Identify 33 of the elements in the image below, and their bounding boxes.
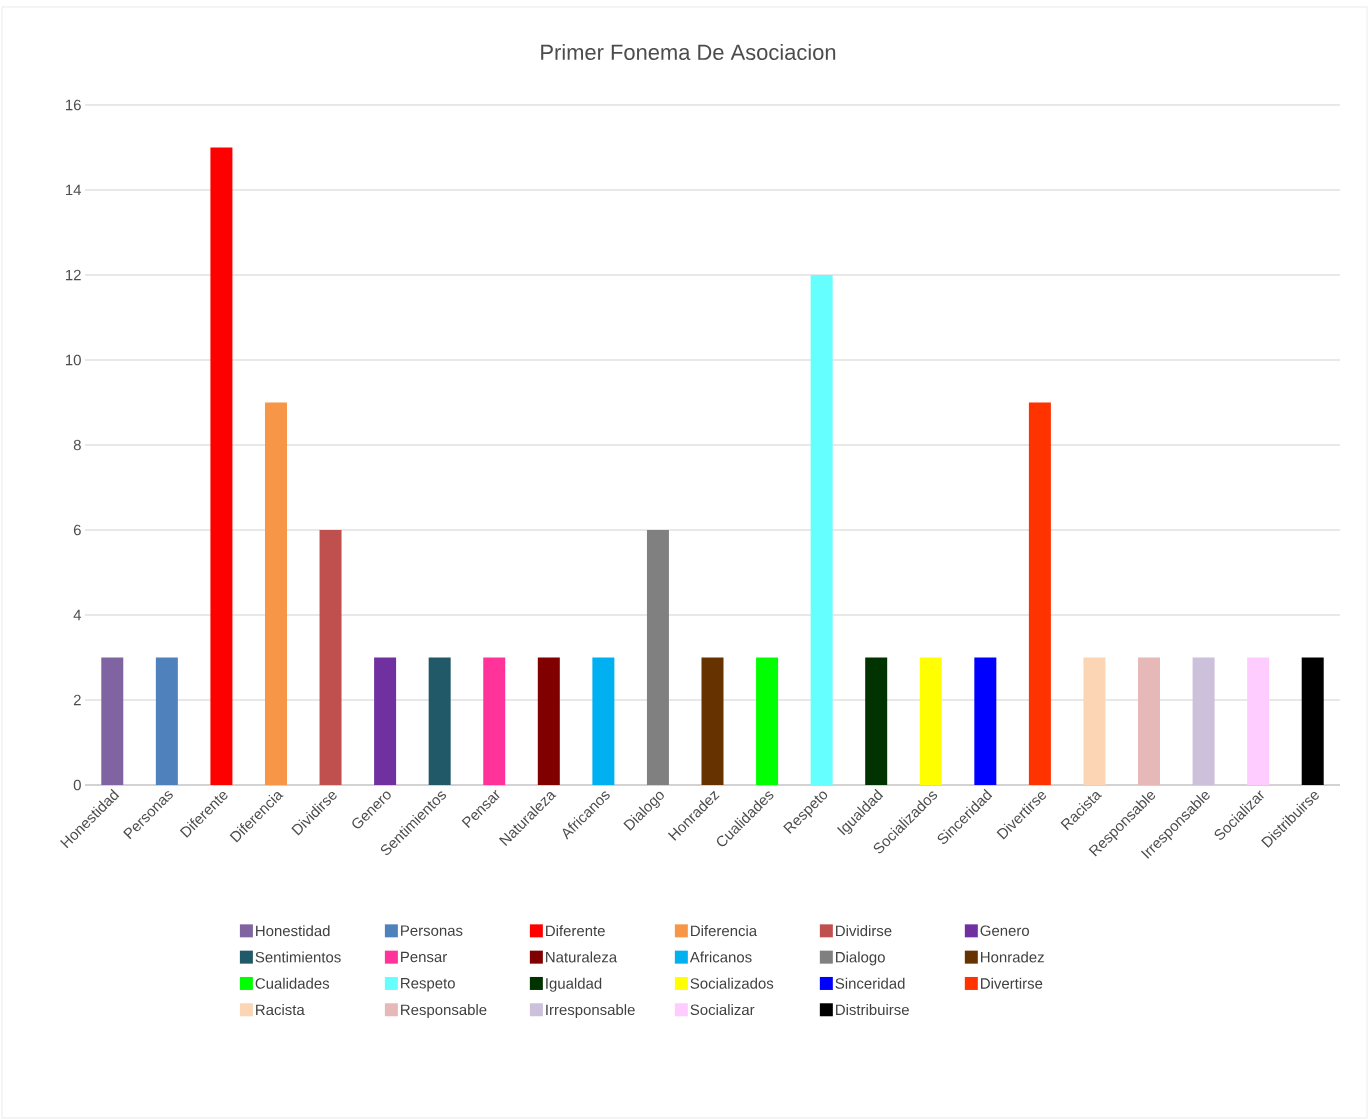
legend-label: Responsable xyxy=(401,1004,487,1019)
y-tick-label: 0 xyxy=(73,779,81,791)
legend-label: Diferente xyxy=(546,925,605,937)
legend-label: Dialogo xyxy=(836,951,885,966)
legend-label: Divertirse xyxy=(981,977,1043,989)
y-tick-label: 16 xyxy=(66,99,81,111)
legend-label: Socializar xyxy=(690,1004,755,1016)
y-tick-label: 14 xyxy=(66,184,82,196)
y-tick-label: 4 xyxy=(73,609,82,621)
legend-label: Dividirse xyxy=(836,925,892,937)
legend-label: Socializados xyxy=(690,977,774,989)
legend-label: Naturaleza xyxy=(546,951,618,963)
legend-label: Honradez xyxy=(981,951,1044,963)
chart-title: Primer Fonema De Asociacion xyxy=(541,43,836,61)
legend-label: Sinceridad xyxy=(835,977,905,989)
legend-label: Personas xyxy=(401,925,463,936)
legend-label: Sentimientos xyxy=(255,951,341,963)
legend-label: Honestidad xyxy=(256,925,330,937)
legend-label: Diferencia xyxy=(691,925,758,937)
legend-label: Respeto xyxy=(401,978,455,992)
legend-label: Africanos xyxy=(689,951,752,963)
legend-label: Irresponsable xyxy=(546,1004,635,1019)
legend-label: Cualidades xyxy=(255,977,330,989)
legend-label: Igualdad xyxy=(546,977,602,992)
legend-label: Distribuirse xyxy=(836,1004,909,1016)
legend-label: Pensar xyxy=(401,951,447,963)
y-tick-label: 10 xyxy=(66,354,81,366)
legend-label: Racista xyxy=(256,1004,305,1016)
legend-label: Genero xyxy=(980,925,1030,936)
y-tick-label: 6 xyxy=(73,524,81,536)
y-tick-label: 12 xyxy=(66,269,81,281)
y-tick-label: 8 xyxy=(73,439,81,451)
y-tick-label: 2 xyxy=(73,694,81,706)
